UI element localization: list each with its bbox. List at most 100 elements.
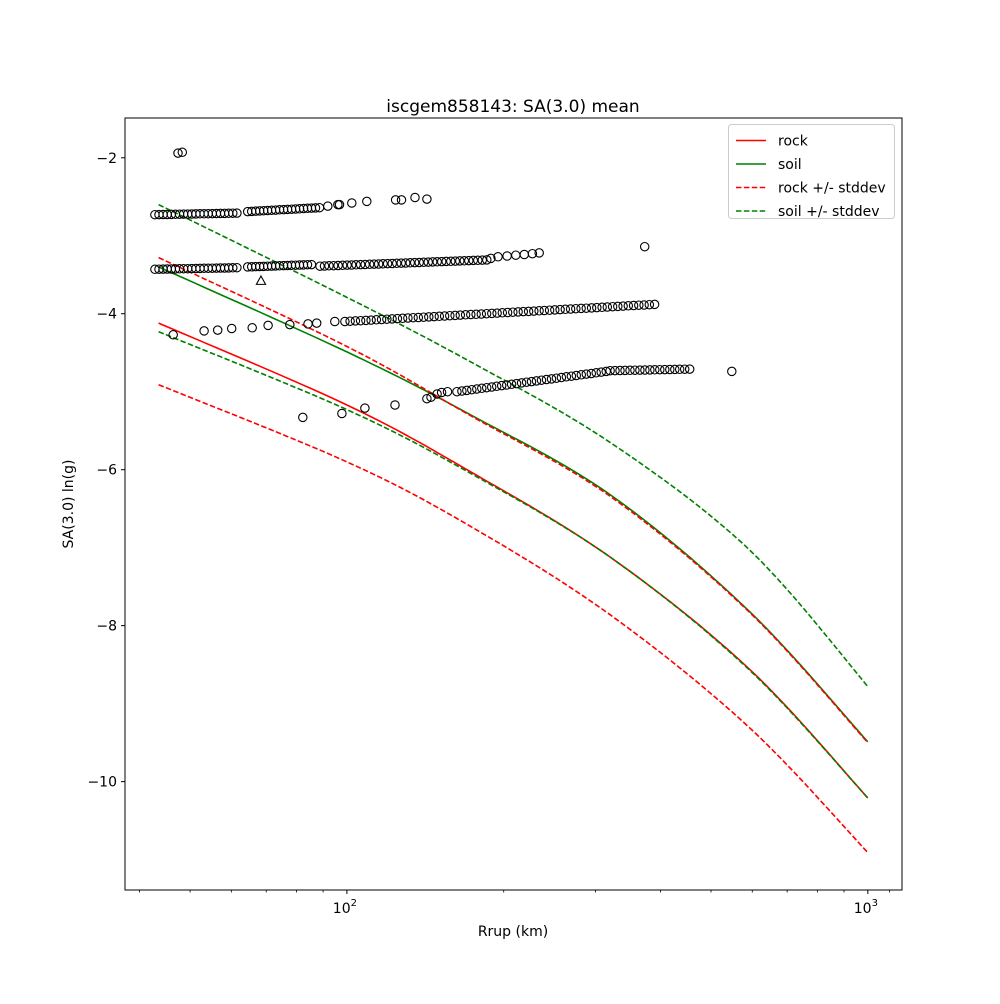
data-point bbox=[613, 301, 623, 312]
legend-entry-soil-stddev: soil +/- stddev bbox=[736, 204, 880, 220]
data-point bbox=[476, 309, 487, 319]
data-point bbox=[536, 375, 547, 385]
data-point bbox=[429, 311, 439, 322]
data-point bbox=[391, 258, 402, 269]
x-tick-label: 102 bbox=[333, 898, 357, 917]
data-point bbox=[232, 262, 242, 273]
legend-entry-rock: rock bbox=[736, 134, 809, 150]
data-point bbox=[422, 393, 432, 404]
data-point bbox=[502, 307, 513, 318]
data-point bbox=[228, 208, 238, 218]
data-point bbox=[422, 194, 432, 204]
legend-label-soil: soil bbox=[778, 157, 802, 173]
data-point bbox=[607, 301, 618, 312]
data-point bbox=[539, 305, 550, 316]
data-point bbox=[529, 306, 539, 316]
data-point bbox=[487, 308, 497, 319]
data-point bbox=[445, 310, 455, 321]
data-point bbox=[660, 364, 670, 375]
legend-entry-soil: soil bbox=[736, 157, 802, 173]
plot-area bbox=[125, 118, 902, 890]
data-point bbox=[508, 307, 518, 317]
data-point bbox=[400, 258, 411, 268]
data-point bbox=[342, 260, 352, 270]
legend-entry-rock-stddev: rock +/- stddev bbox=[736, 181, 886, 197]
data-point bbox=[546, 374, 557, 384]
data-point bbox=[610, 365, 620, 376]
data-point bbox=[464, 255, 474, 266]
axes-spines bbox=[124, 117, 903, 891]
curve-rock-stddev bbox=[158, 256, 869, 744]
data-point bbox=[390, 195, 401, 205]
data-point bbox=[493, 252, 503, 262]
data-point bbox=[634, 300, 644, 310]
data-point bbox=[392, 313, 403, 324]
data-point bbox=[228, 263, 238, 273]
y-tick-label: −2 bbox=[96, 151, 117, 167]
curve-soil-stddev bbox=[158, 203, 869, 688]
data-point bbox=[360, 403, 370, 413]
data-point bbox=[459, 256, 470, 266]
data-point bbox=[597, 302, 607, 313]
data-point bbox=[571, 370, 582, 381]
data-point bbox=[310, 203, 321, 213]
data-point bbox=[263, 320, 273, 331]
data-point bbox=[212, 325, 223, 335]
data-point bbox=[486, 253, 496, 264]
data-point bbox=[361, 315, 371, 326]
data-point bbox=[625, 365, 635, 376]
data-point bbox=[387, 258, 397, 269]
data-point bbox=[427, 257, 438, 267]
data-point bbox=[346, 260, 357, 270]
data-point bbox=[351, 260, 361, 270]
data-point bbox=[496, 380, 507, 391]
data-point bbox=[531, 376, 542, 386]
data-point bbox=[576, 370, 587, 380]
data-point bbox=[491, 381, 502, 392]
data-point bbox=[382, 314, 392, 324]
data-point bbox=[371, 315, 382, 325]
data-point bbox=[373, 259, 384, 269]
data-point bbox=[285, 319, 295, 330]
x-axis-label: Rrup (km) bbox=[478, 924, 548, 940]
data-point bbox=[665, 364, 675, 375]
data-point bbox=[441, 256, 451, 267]
data-point bbox=[602, 302, 613, 312]
data-point bbox=[471, 309, 481, 320]
data-point bbox=[497, 308, 508, 318]
data-point bbox=[516, 378, 527, 388]
data-point bbox=[418, 257, 429, 268]
data-point bbox=[670, 364, 680, 375]
data-point bbox=[360, 259, 370, 270]
data-point bbox=[410, 192, 420, 203]
legend-label-rock: rock bbox=[778, 134, 809, 150]
data-point bbox=[620, 365, 630, 376]
data-point bbox=[596, 367, 606, 377]
legend: rock soil rock +/- stddev soil +/- stdde… bbox=[728, 124, 895, 220]
data-point bbox=[501, 380, 512, 390]
data-point bbox=[173, 148, 183, 158]
data-point bbox=[630, 365, 640, 375]
data-point bbox=[457, 386, 467, 396]
y-tick-label: −4 bbox=[96, 307, 117, 323]
data-point bbox=[628, 300, 639, 311]
data-point bbox=[460, 310, 471, 320]
data-point bbox=[684, 364, 695, 374]
data-point bbox=[324, 261, 334, 271]
data-point bbox=[413, 312, 424, 323]
data-point bbox=[472, 384, 482, 394]
data-point bbox=[560, 304, 571, 315]
data-point bbox=[482, 255, 492, 265]
data-point bbox=[396, 258, 406, 268]
scatter-points-group bbox=[150, 147, 737, 423]
data-point bbox=[397, 313, 408, 324]
curve-soil-stddev bbox=[158, 330, 869, 799]
chart-title: iscgem858143: SA(3.0) mean bbox=[386, 97, 639, 117]
data-point bbox=[551, 373, 562, 383]
data-point bbox=[618, 301, 628, 311]
data-point bbox=[586, 303, 597, 313]
data-point bbox=[550, 305, 560, 315]
data-point bbox=[521, 377, 532, 387]
data-point bbox=[439, 311, 450, 321]
